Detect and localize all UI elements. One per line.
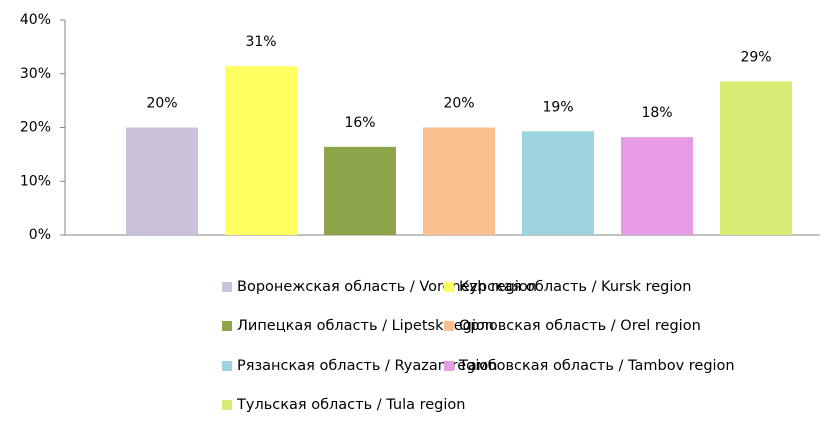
legend-label: Тамбовская область / Tambov region	[458, 358, 735, 374]
legend-label: Курская область / Kursk region	[459, 279, 691, 295]
legend-swatch	[444, 361, 454, 371]
legend-swatch	[222, 361, 232, 371]
bar	[720, 81, 792, 236]
data-label: 20%	[146, 96, 177, 112]
data-label: 20%	[443, 96, 474, 112]
legend-label: Орловская область / Orel region	[459, 318, 701, 334]
y-tick-label: 20%	[20, 120, 51, 136]
y-tick-label: 10%	[20, 173, 51, 189]
y-tick-label: 30%	[20, 66, 51, 82]
bar	[225, 66, 297, 235]
data-label: 19%	[542, 99, 573, 115]
y-tick-label: 40%	[20, 12, 51, 28]
bar	[126, 127, 198, 235]
legend-label: Тульская область / Tula region	[236, 397, 465, 413]
legend: Воронежская область / Voronezh regionКур…	[222, 279, 735, 413]
data-label: 18%	[641, 105, 672, 121]
bar	[621, 137, 693, 235]
legend-swatch	[444, 321, 454, 331]
data-label: 31%	[245, 34, 276, 50]
bar	[522, 131, 594, 235]
legend-swatch	[444, 282, 454, 292]
bar	[324, 146, 396, 235]
data-label: 16%	[344, 115, 375, 131]
data-label: 29%	[740, 49, 771, 65]
legend-label: Липецкая область / Lipetsk region	[237, 318, 494, 334]
legend-label: Рязанская область / Ryazan region	[237, 358, 497, 374]
legend-swatch	[222, 282, 232, 292]
legend-label: Воронежская область / Voronezh region	[237, 279, 537, 295]
bar	[423, 127, 495, 235]
legend-swatch	[222, 400, 232, 410]
y-tick-label: 0%	[29, 227, 51, 243]
legend-swatch	[222, 321, 232, 331]
